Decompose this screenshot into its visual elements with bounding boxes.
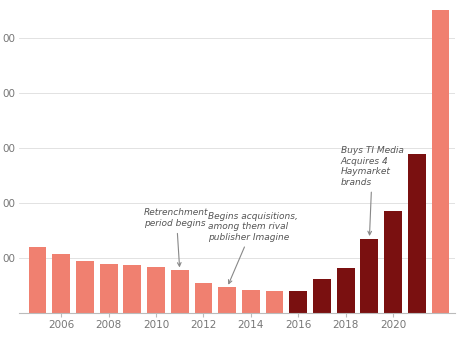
Bar [407, 153, 425, 313]
Bar [431, 0, 449, 313]
Bar [241, 290, 259, 313]
Bar [170, 270, 188, 313]
Bar [147, 267, 164, 313]
Bar [313, 279, 330, 313]
Bar [336, 268, 354, 313]
Bar [76, 261, 94, 313]
Bar [100, 264, 117, 313]
Bar [360, 239, 377, 313]
Bar [29, 247, 46, 313]
Bar [265, 291, 283, 313]
Bar [52, 254, 70, 313]
Text: Buys TI Media
Acquires 4
Haymarket
brands: Buys TI Media Acquires 4 Haymarket brand… [340, 147, 403, 235]
Text: Begins acquisitions,
among them rival
publisher Imagine: Begins acquisitions, among them rival pu… [208, 212, 297, 284]
Bar [383, 211, 401, 313]
Bar [123, 265, 141, 313]
Text: Retrenchment
period begins: Retrenchment period begins [144, 208, 208, 266]
Bar [194, 283, 212, 313]
Bar [289, 291, 307, 313]
Bar [218, 287, 236, 313]
